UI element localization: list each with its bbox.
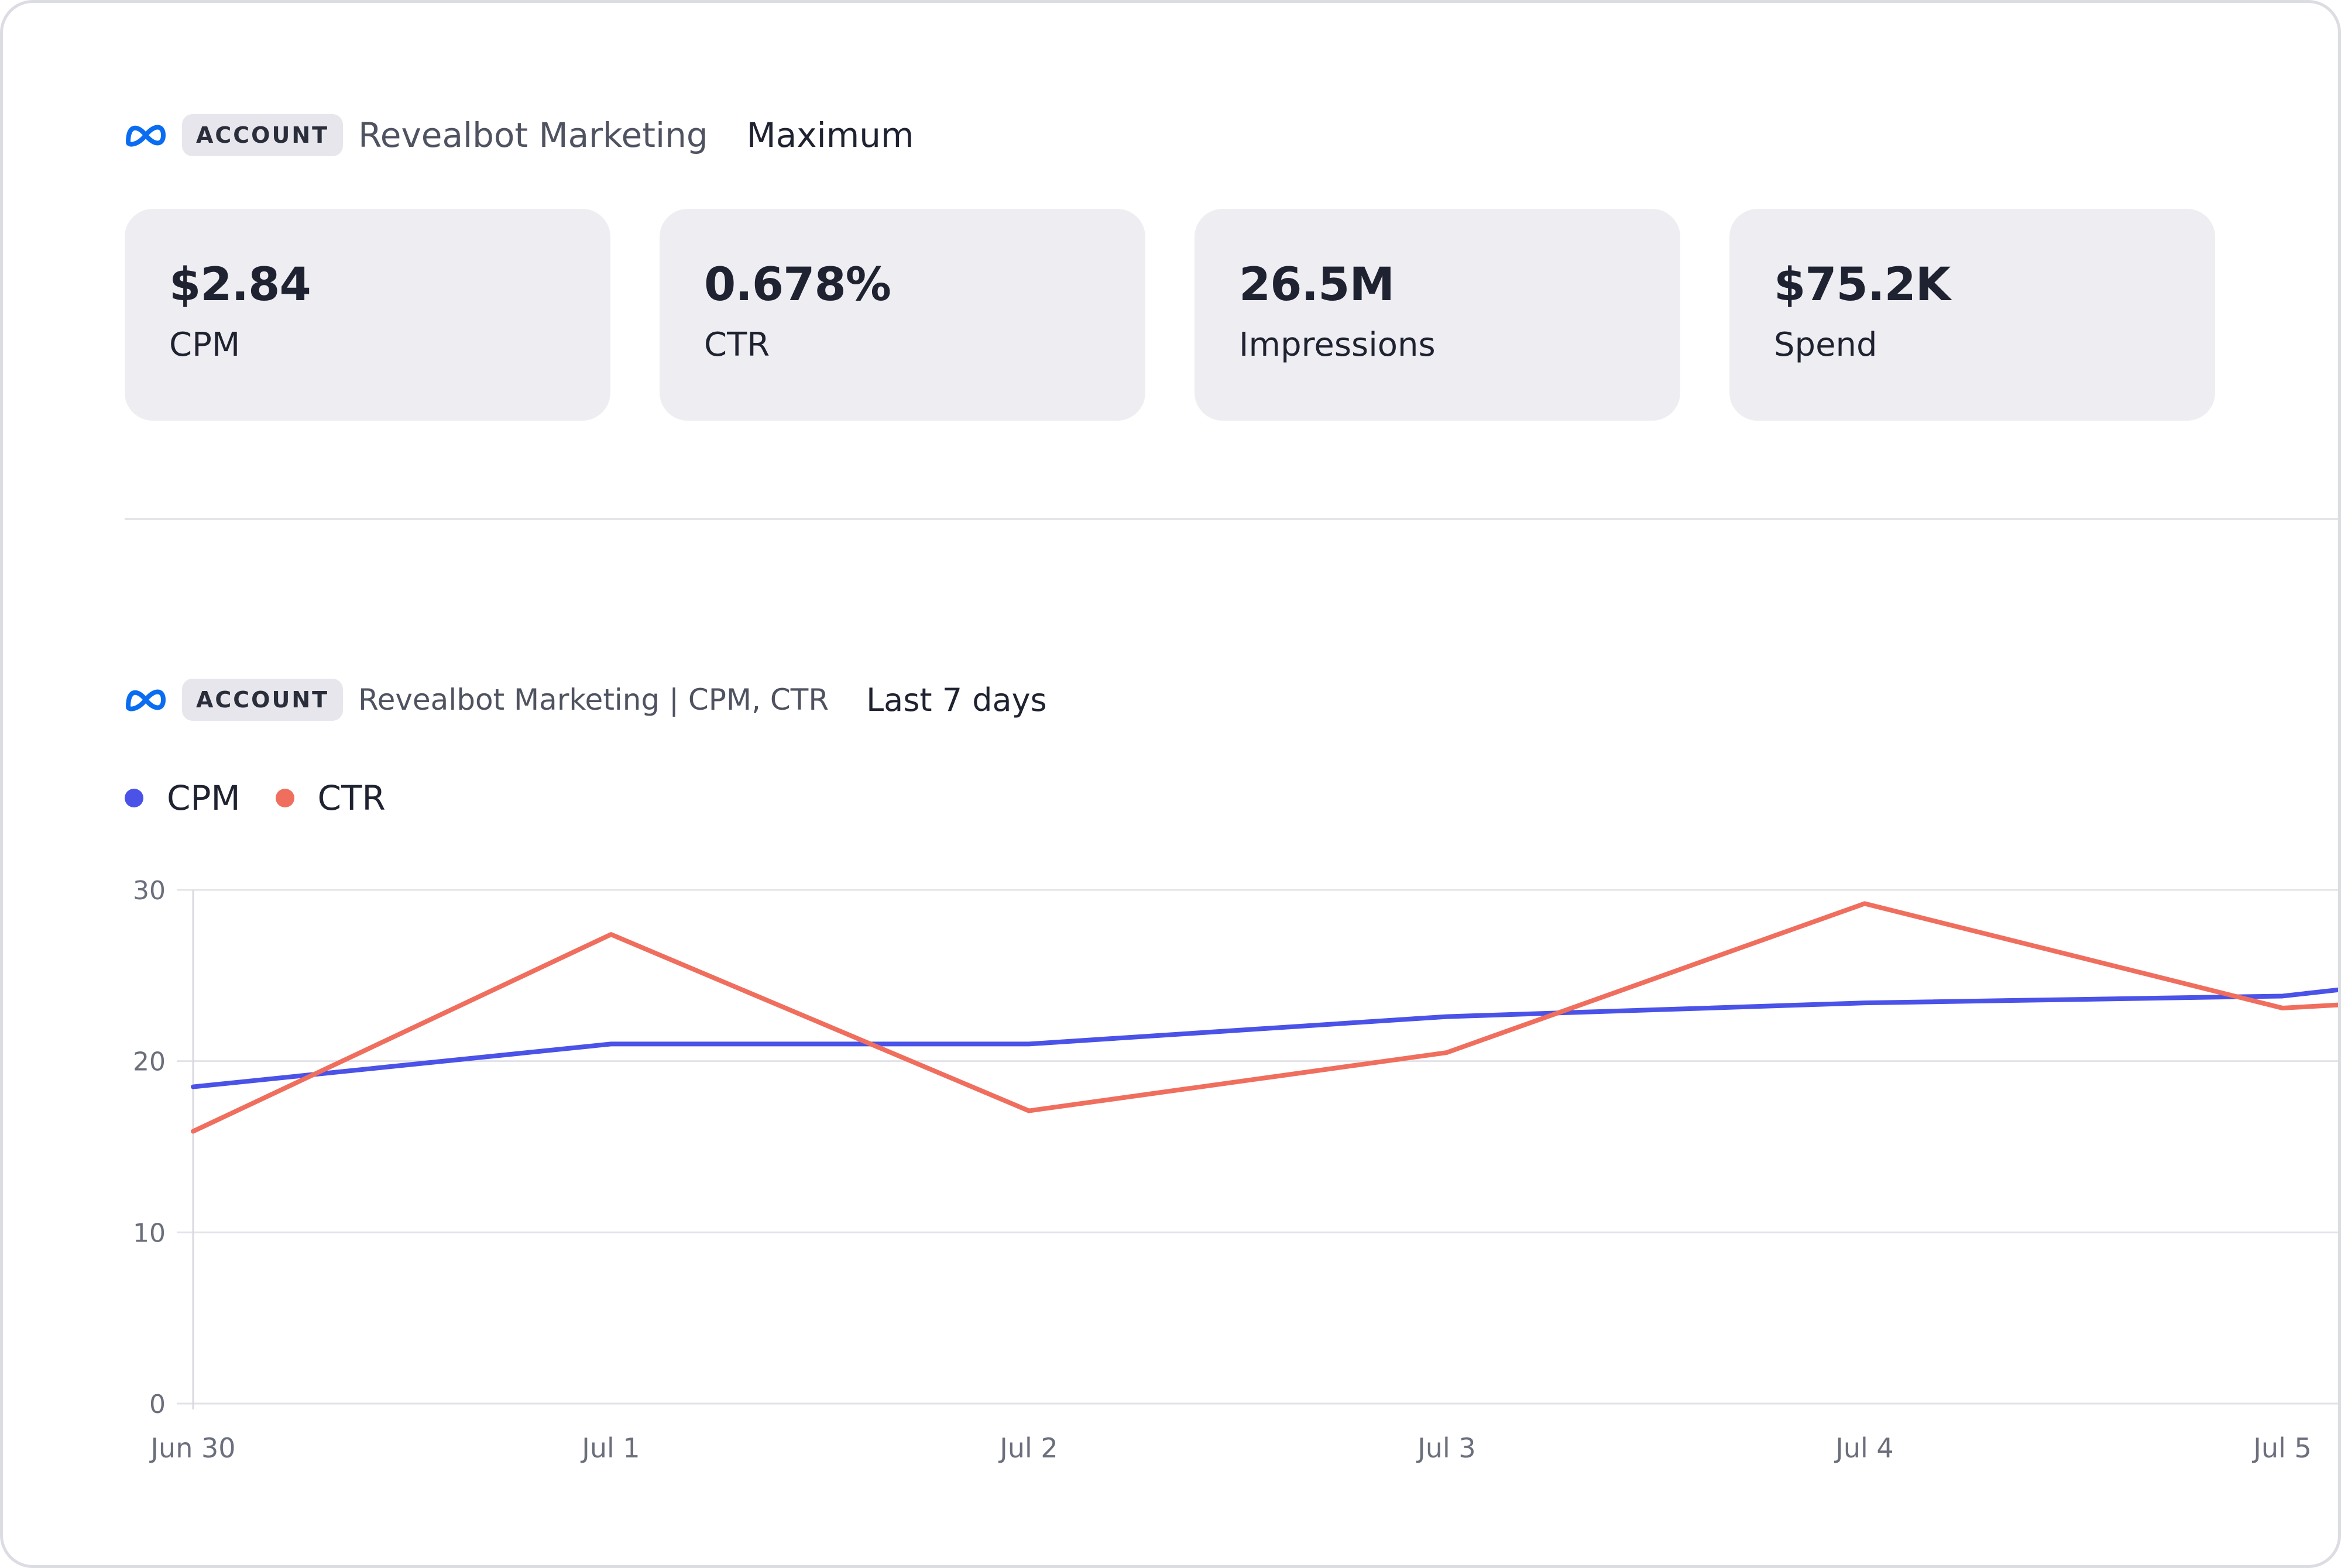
- meta-logo-icon: [126, 689, 166, 711]
- metric-card-ctr[interactable]: 0.678% CTR: [660, 209, 1145, 421]
- metric-value: $2.84: [169, 259, 311, 311]
- metric-label: Spend: [1774, 325, 1877, 364]
- legend-item-cpm[interactable]: CPM: [125, 778, 241, 818]
- metric-card-spend[interactable]: $75.2K Spend: [1729, 209, 2215, 421]
- chart-title[interactable]: Revealbot Marketing | CPM, CTR: [358, 683, 829, 717]
- y-tick-label: 0: [149, 1390, 166, 1419]
- series-line-ctr: [191, 901, 2338, 1134]
- account-badge: ACCOUNT: [182, 114, 344, 156]
- metric-value: 0.678%: [704, 259, 891, 311]
- x-tick-label: Jul 3: [1416, 1432, 1475, 1464]
- legend-dot-cpm: [125, 789, 143, 807]
- x-tick-label: Jul 5: [2251, 1432, 2311, 1464]
- chart-date-range-selector[interactable]: Last 7 days: [866, 681, 1047, 718]
- summary-header: ACCOUNT Revealbot Marketing Maximum: [123, 114, 914, 156]
- section-divider: [125, 518, 2338, 520]
- y-tick-label: 20: [133, 1047, 166, 1077]
- account-badge: ACCOUNT: [182, 679, 344, 721]
- legend-label: CTR: [317, 778, 386, 818]
- metric-card-impressions[interactable]: 26.5M Impressions: [1194, 209, 1680, 421]
- metric-card-cpm[interactable]: $2.84 CPM: [125, 209, 610, 421]
- x-tick-label: Jun 30: [149, 1432, 235, 1464]
- date-range-selector[interactable]: Maximum: [746, 115, 914, 155]
- x-tick-label: Jul 4: [1834, 1432, 1893, 1464]
- y-tick-label: 10: [133, 1218, 166, 1248]
- chart-legend: CPM CTR: [125, 778, 421, 818]
- metric-cards: $2.84 CPM 0.678% CTR 26.5M Impressions $…: [125, 209, 2215, 421]
- metric-label: CTR: [704, 325, 770, 364]
- legend-item-ctr[interactable]: CTR: [275, 778, 386, 818]
- chart-header: ACCOUNT Revealbot Marketing | CPM, CTR L…: [123, 679, 1047, 721]
- legend-dot-ctr: [275, 789, 294, 807]
- metric-label: CPM: [169, 325, 241, 364]
- series-line-cpm: [191, 987, 2338, 1089]
- metric-value: 26.5M: [1239, 259, 1395, 311]
- meta-logo-icon: [126, 125, 166, 147]
- legend-label: CPM: [167, 778, 241, 818]
- metric-value: $75.2K: [1774, 259, 1951, 311]
- y-tick-label: 30: [133, 876, 166, 906]
- x-tick-label: Jul 2: [998, 1432, 1058, 1464]
- x-tick-label: Jul 1: [580, 1432, 640, 1464]
- metric-label: Impressions: [1239, 325, 1436, 364]
- account-name[interactable]: Revealbot Marketing: [358, 115, 708, 155]
